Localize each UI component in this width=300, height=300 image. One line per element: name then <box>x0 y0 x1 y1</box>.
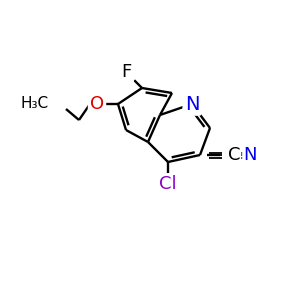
Text: Cl: Cl <box>159 175 177 193</box>
Text: O: O <box>90 95 104 113</box>
Text: N: N <box>185 94 199 113</box>
Text: C: C <box>228 146 240 164</box>
Text: F: F <box>121 63 132 81</box>
Text: N: N <box>243 146 257 164</box>
Text: H₃C: H₃C <box>21 95 49 110</box>
